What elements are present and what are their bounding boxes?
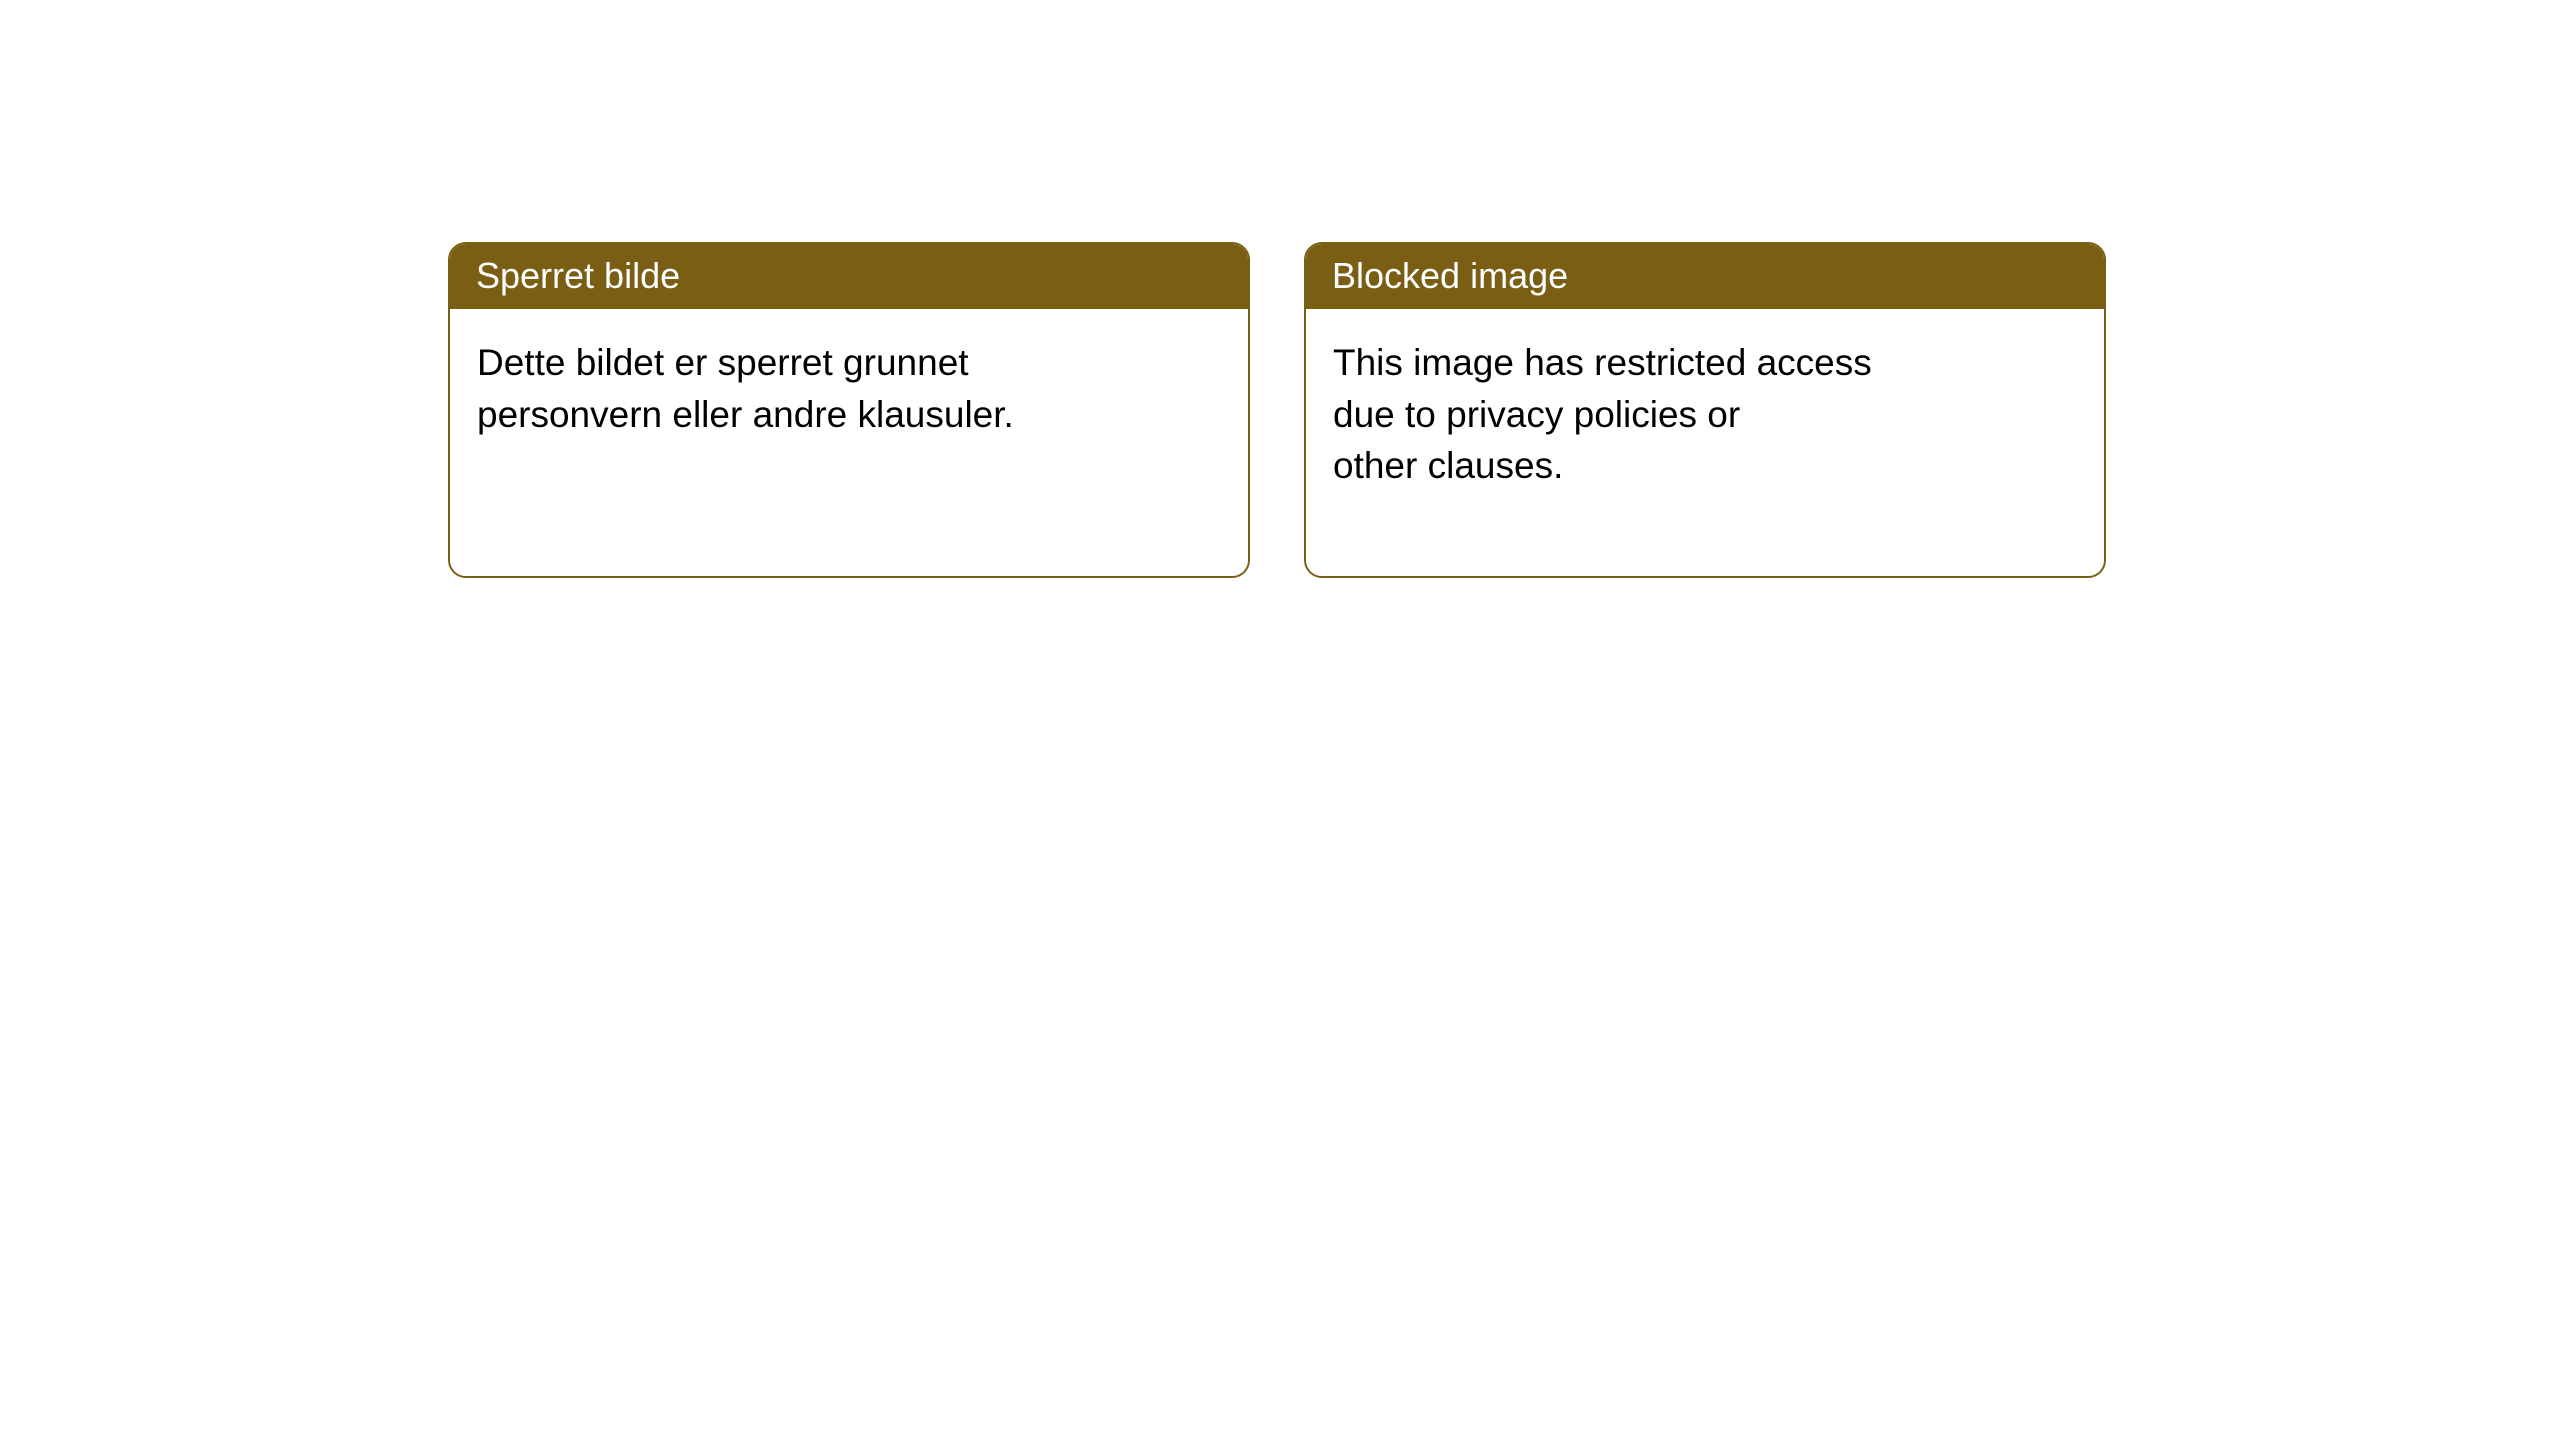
cards-container: Sperret bilde Dette bildet er sperret gr… (0, 0, 2560, 578)
blocked-image-card-no: Sperret bilde Dette bildet er sperret gr… (448, 242, 1250, 578)
card-header-no: Sperret bilde (450, 244, 1248, 309)
card-body-no: Dette bildet er sperret grunnet personve… (450, 309, 1248, 576)
card-body-en: This image has restricted access due to … (1306, 309, 2104, 576)
card-header-en: Blocked image (1306, 244, 2104, 309)
blocked-image-card-en: Blocked image This image has restricted … (1304, 242, 2106, 578)
